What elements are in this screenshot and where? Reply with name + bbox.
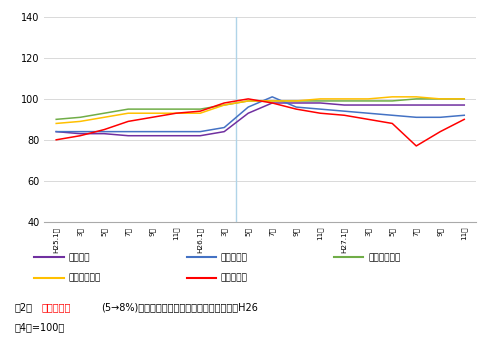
Text: ヒノキ正角: ヒノキ正角 — [221, 253, 248, 262]
Text: 針葉樹合板: 針葉樹合板 — [221, 273, 248, 282]
Text: (5→8%)前後における木材製品価格の変化率（H26: (5→8%)前後における木材製品価格の変化率（H26 — [101, 302, 258, 312]
Text: 図2．: 図2． — [15, 302, 33, 312]
Text: 年4月=100）: 年4月=100） — [15, 322, 65, 332]
Text: スギ正角: スギ正角 — [69, 253, 90, 262]
Text: ベイマツ平角: ベイマツ平角 — [69, 273, 101, 282]
Text: ベイツガ正角: ベイツガ正角 — [368, 253, 401, 262]
Text: 消費税増税: 消費税増税 — [42, 302, 71, 312]
